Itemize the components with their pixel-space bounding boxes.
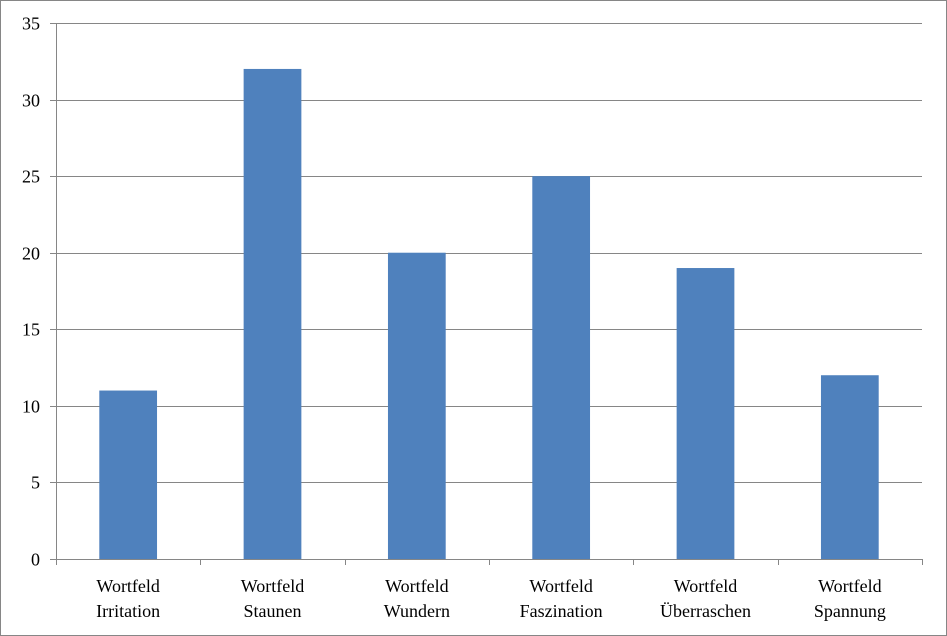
y-tick-label-30: 30 — [22, 91, 40, 111]
bar-4 — [676, 268, 735, 559]
y-tick-label-5: 5 — [31, 473, 40, 493]
y-tick-label-15: 15 — [22, 320, 40, 340]
bar-5 — [820, 375, 879, 559]
axes — [50, 23, 923, 565]
category-label-3-line-0: Wortfeld — [529, 576, 593, 596]
category-label-5-line-1: Spannung — [814, 601, 886, 621]
category-label-4-line-0: Wortfeld — [674, 576, 738, 596]
gridlines — [56, 23, 922, 483]
x-axis-category-labels: Wortfeld Irritation Wortfeld Staunen Wortfel… — [96, 576, 886, 621]
category-label-1-line-1: Staunen — [244, 601, 302, 621]
category-label-2-line-0: Wortfeld — [385, 576, 449, 596]
category-label-2-line-1: Wundern — [384, 601, 450, 621]
y-axis-tick-labels: 0 5 10 15 20 25 30 35 — [22, 14, 40, 570]
category-label-4-line-1: Überraschen — [660, 601, 751, 621]
bar-0 — [99, 390, 158, 559]
y-tick-label-35: 35 — [22, 14, 40, 34]
y-tick-label-0: 0 — [31, 550, 40, 570]
bar-3 — [532, 176, 591, 559]
bar-2 — [387, 252, 446, 559]
y-tick-label-10: 10 — [22, 397, 40, 417]
bars — [99, 68, 879, 559]
category-label-5-line-0: Wortfeld — [818, 576, 882, 596]
category-label-0-line-0: Wortfeld — [96, 576, 160, 596]
category-label-3-line-1: Faszination — [520, 601, 603, 621]
y-tick-label-25: 25 — [22, 167, 40, 187]
bar-1 — [243, 68, 302, 559]
y-tick-label-20: 20 — [22, 244, 40, 264]
category-label-1-line-0: Wortfeld — [241, 576, 305, 596]
category-label-0-line-1: Irritation — [96, 601, 160, 621]
